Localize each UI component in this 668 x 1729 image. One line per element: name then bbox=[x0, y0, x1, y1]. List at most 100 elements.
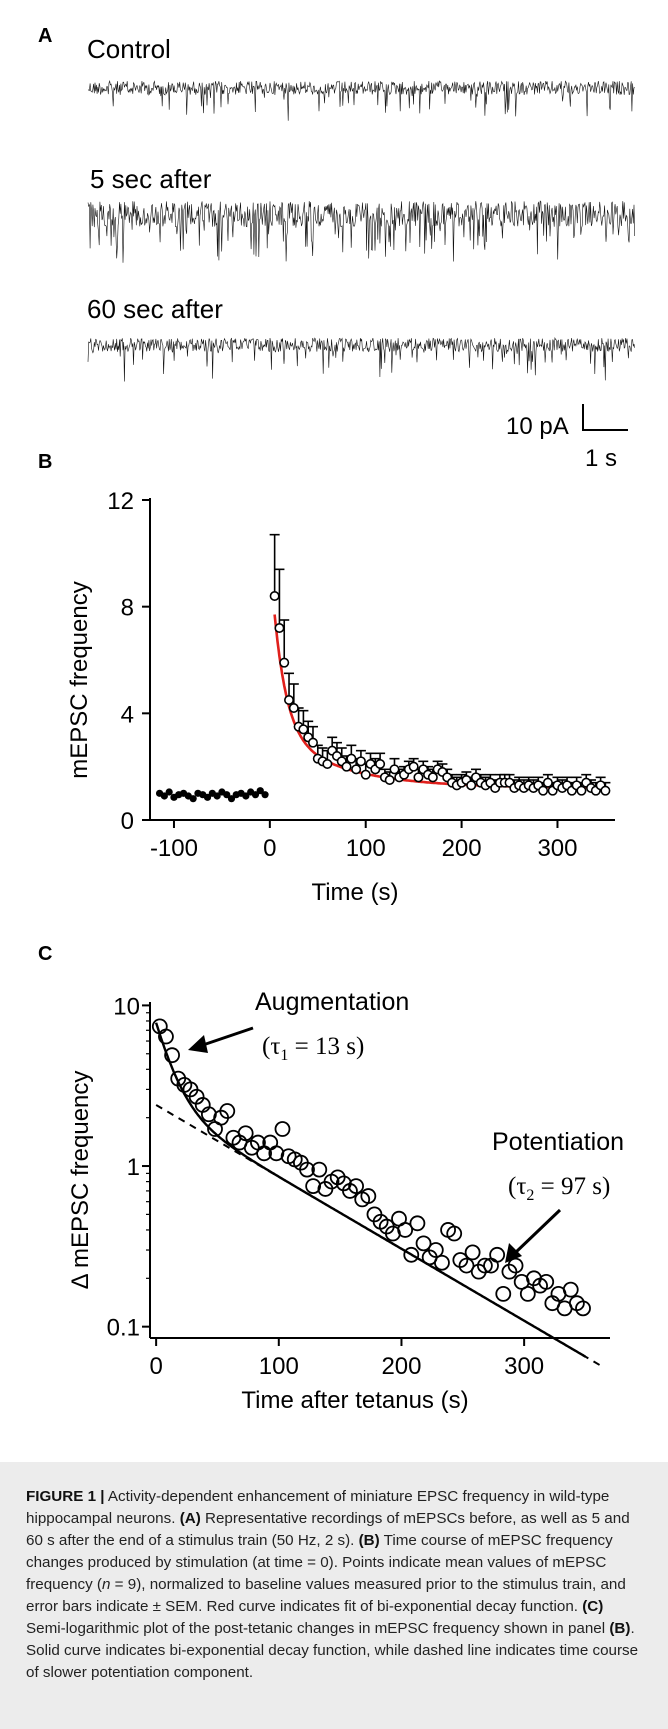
b-baseline-point bbox=[160, 792, 168, 800]
b-post-point bbox=[341, 761, 352, 772]
caption-c-text2: . Solid curve indicates bi-exponential d… bbox=[26, 1620, 639, 1681]
c-data-point bbox=[538, 1273, 555, 1290]
c-data-point bbox=[403, 1246, 420, 1263]
c-arrow-potentiation bbox=[505, 1208, 562, 1263]
b-y-axis-label: mEPSC frequency bbox=[66, 581, 93, 778]
c-axes bbox=[149, 1002, 610, 1339]
c-data-point bbox=[219, 1103, 236, 1119]
b-post-point bbox=[284, 694, 295, 705]
b-baseline-point bbox=[251, 791, 260, 799]
caption-c-ref: (B) bbox=[609, 1620, 631, 1637]
c-data-point bbox=[446, 1225, 463, 1242]
b-baseline-point bbox=[165, 788, 173, 796]
b-y-tick-label: 4 bbox=[121, 701, 134, 728]
b-x-tick-label: 200 bbox=[442, 835, 482, 862]
caption-c-label: (C) bbox=[582, 1598, 604, 1615]
caption-b-label: (B) bbox=[358, 1532, 380, 1549]
c-data-point bbox=[158, 1028, 174, 1045]
b-post-point bbox=[408, 761, 419, 772]
b-post-point bbox=[298, 724, 309, 735]
b-post-point bbox=[389, 764, 400, 775]
panel-b-letter: B bbox=[38, 451, 52, 473]
caption-intro: Activity-dependent enhancement of miniat… bbox=[26, 1488, 610, 1527]
b-baseline-point bbox=[242, 792, 250, 800]
b-baseline-point bbox=[227, 795, 236, 803]
trace-path bbox=[87, 80, 635, 121]
b-axes bbox=[149, 498, 615, 821]
c-data-point bbox=[434, 1254, 450, 1271]
trace-label-5sec: 5 sec after bbox=[90, 164, 212, 194]
trace-control bbox=[87, 80, 635, 121]
c-y-axis-label: Δ mEPSC frequency bbox=[67, 1071, 94, 1290]
c-solid-path bbox=[154, 1022, 587, 1358]
b-x-tick-label: 0 bbox=[263, 835, 276, 862]
b-baseline-point bbox=[256, 787, 264, 795]
b-y-tick-label: 0 bbox=[121, 808, 134, 835]
b-post-point bbox=[355, 756, 366, 767]
scale-bar-y-label: 10 pA bbox=[506, 413, 569, 440]
c-data-point bbox=[427, 1242, 444, 1258]
caption-b-text2: = 9), normalized to baseline values meas… bbox=[26, 1576, 626, 1615]
c-data-point bbox=[495, 1285, 512, 1302]
b-post-point bbox=[466, 780, 477, 791]
c-annotation-potentiation: Potentiation bbox=[492, 1128, 624, 1156]
c-data-point bbox=[409, 1215, 426, 1232]
b-x-tick-label: 100 bbox=[346, 835, 386, 862]
c-ticks: 0 100 200 300 0.1 1 10 bbox=[107, 993, 545, 1380]
b-post-point bbox=[413, 772, 424, 783]
c-data-point bbox=[458, 1257, 475, 1274]
c-solid-curve bbox=[154, 1022, 587, 1358]
figure-canvas: A B C Control 5 sec after 60 sec after 1… bbox=[38, 25, 635, 1414]
c-data-point bbox=[397, 1222, 414, 1238]
caption-b-text1: Time course of mEPSC frequency changes p… bbox=[26, 1532, 613, 1593]
c-data-point bbox=[274, 1121, 291, 1137]
b-post-point bbox=[307, 737, 318, 748]
b-post-point bbox=[351, 764, 362, 775]
scale-bar-x-label: 1 s bbox=[585, 445, 617, 472]
trace-path bbox=[87, 337, 635, 382]
trace-label-control: Control bbox=[87, 34, 171, 64]
scale-bar-lines bbox=[582, 404, 628, 431]
caption-figure-label: FIGURE 1 | bbox=[26, 1488, 105, 1505]
b-post-point bbox=[384, 774, 395, 785]
b-y-tick-label: 8 bbox=[121, 595, 134, 622]
c-data-point bbox=[268, 1145, 285, 1162]
c-x-tick-label: 200 bbox=[381, 1353, 421, 1380]
c-data-point bbox=[489, 1246, 506, 1263]
b-baseline-point bbox=[261, 791, 269, 799]
c-x-tick-label: 0 bbox=[149, 1353, 162, 1380]
c-data-points bbox=[151, 1018, 591, 1317]
c-x-tick-label: 100 bbox=[259, 1353, 299, 1380]
caption-b-n: n bbox=[101, 1576, 111, 1593]
trace-60sec-after bbox=[87, 337, 635, 382]
c-data-point bbox=[237, 1125, 254, 1142]
figure-caption: FIGURE 1 | Activity-dependent enhancemen… bbox=[26, 1486, 646, 1684]
panel-c-letter: C bbox=[38, 943, 52, 965]
b-post-point bbox=[269, 590, 280, 601]
c-x-axis-label: Time after tetanus (s) bbox=[241, 1387, 468, 1414]
b-baseline-point bbox=[203, 793, 212, 801]
b-x-axis-label: Time (s) bbox=[311, 879, 398, 906]
c-data-point bbox=[476, 1257, 493, 1274]
c-data-point bbox=[311, 1161, 328, 1178]
b-post-point bbox=[279, 657, 290, 668]
c-data-point bbox=[415, 1235, 432, 1252]
panel-a-letter: A bbox=[38, 25, 52, 47]
chart-panel-b: -100 0 100 200 300 0 4 8 12 Time (s) mEPSC frequ… bbox=[66, 488, 615, 906]
c-y-tick-label: 1 bbox=[127, 1154, 140, 1181]
b-post-point bbox=[542, 777, 553, 788]
b-post-point bbox=[375, 758, 386, 769]
b-baseline-point bbox=[223, 791, 231, 799]
b-post-point bbox=[322, 758, 333, 769]
trace-label-60sec: 60 sec after bbox=[87, 294, 223, 324]
b-post-point bbox=[288, 702, 299, 713]
c-x-tick-label: 300 bbox=[504, 1353, 544, 1380]
c-annotation-augmentation: Augmentation bbox=[255, 988, 409, 1016]
b-baseline-point bbox=[189, 795, 197, 803]
caption-a-text: Representative recordings of mEPSCs befo… bbox=[26, 1510, 630, 1549]
caption-a-label: (A) bbox=[179, 1510, 201, 1527]
c-data-point bbox=[360, 1188, 377, 1204]
trace-5sec-after bbox=[87, 200, 635, 263]
b-post-point bbox=[360, 769, 371, 780]
